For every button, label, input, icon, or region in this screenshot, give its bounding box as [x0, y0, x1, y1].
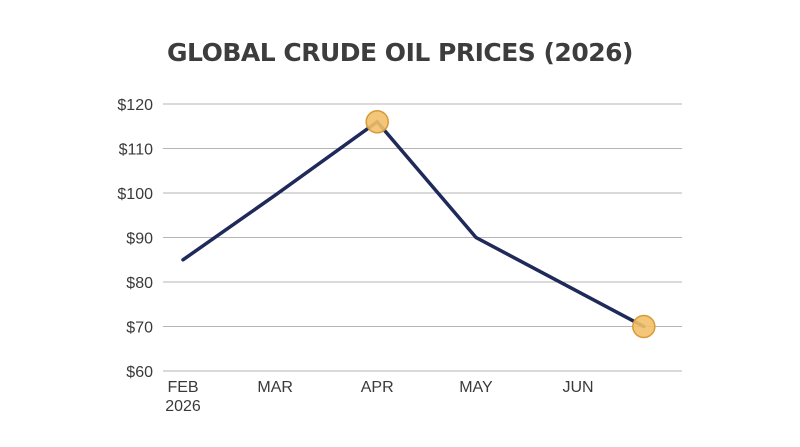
- y-tick-label: $120: [117, 97, 153, 114]
- y-axis-tick-labels: $60 $70 $80 $90 $100 $110 $120: [117, 97, 153, 381]
- series-layer: [181, 119, 646, 329]
- marker-layer: [365, 110, 656, 339]
- y-tick-label: $80: [126, 275, 153, 292]
- y-tick-label: $70: [126, 320, 153, 337]
- data-point-marker: [632, 314, 656, 339]
- gridlines: [163, 103, 682, 372]
- x-tick-label: MAR: [257, 379, 293, 396]
- x-tick-label: MAY: [459, 379, 493, 396]
- data-point-marker: [365, 110, 389, 134]
- x-tick-label: FEB: [167, 379, 198, 396]
- x-tick-label: JUN: [562, 379, 593, 396]
- x-axis-tick-labels: FEB 2026 MAR APR MAY JUN: [165, 379, 593, 415]
- chart-title: GLOBAL CRUDE OIL PRICES (2026): [167, 38, 633, 67]
- y-tick-label: $110: [119, 142, 154, 159]
- y-tick-label: $60: [126, 364, 153, 381]
- series-line: [181, 119, 646, 329]
- y-tick-label: $100: [117, 186, 153, 203]
- x-tick-label: 2026: [165, 398, 201, 415]
- y-tick-label: $90: [126, 231, 153, 248]
- x-tick-label: APR: [361, 379, 394, 396]
